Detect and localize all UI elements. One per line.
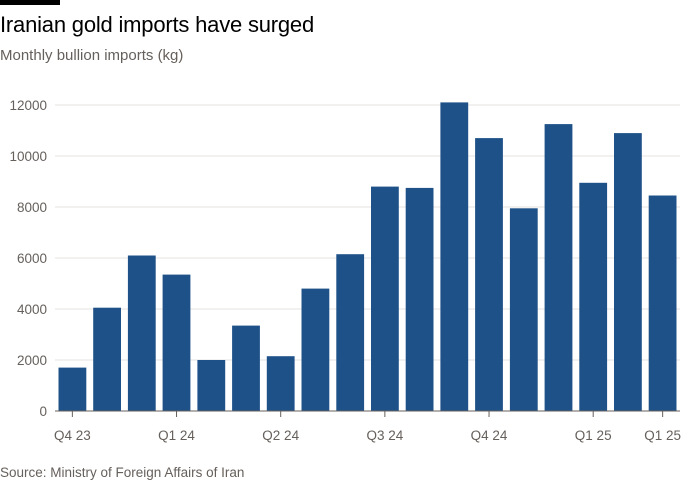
bar: [127, 255, 156, 411]
source-note: Source: Ministry of Foreign Affairs of I…: [0, 465, 245, 480]
bar: [579, 182, 608, 411]
bar: [371, 186, 399, 411]
y-tick-label: 12000: [9, 98, 47, 113]
x-tick-label: Q3 24: [366, 428, 403, 443]
x-tick-label: Q1 25: [575, 428, 612, 443]
x-tick-label: Q4 24: [471, 428, 508, 443]
bar: [544, 124, 573, 411]
grid-lines: [55, 104, 680, 361]
bar: [58, 367, 87, 411]
bar: [232, 325, 260, 411]
bar: [197, 360, 226, 411]
bar: [440, 102, 469, 412]
brand-bar: [0, 0, 60, 5]
bar: [475, 138, 503, 411]
chart-title: Iranian gold imports have surged: [0, 12, 315, 37]
bar: [614, 133, 642, 411]
bar: [509, 208, 538, 411]
x-tick-label: Q1 25: [644, 428, 681, 443]
bar: [405, 187, 434, 411]
x-tick-label: Q1 24: [158, 428, 195, 443]
bar-chart: 0 2000 4000 6000 8000 10000 12000 Q4 23 Q1 24 Q2…: [9, 98, 681, 443]
x-tick-label: Q4 23: [54, 428, 91, 443]
y-tick-label: 4000: [17, 302, 47, 317]
chart-subtitle: Monthly bullion imports (kg): [0, 47, 184, 64]
bar: [93, 307, 121, 411]
y-tick-label: 0: [39, 404, 47, 419]
bar: [162, 274, 191, 411]
y-tick-label: 10000: [9, 149, 47, 164]
bar: [266, 356, 295, 411]
y-tick-label: 2000: [17, 353, 47, 368]
y-tick-label: 8000: [17, 200, 47, 215]
x-tick-label: Q2 24: [262, 428, 299, 443]
y-axis-ticks: 0 2000 4000 6000 8000 10000 12000: [9, 98, 47, 419]
bars: [58, 102, 677, 412]
bar: [336, 254, 365, 411]
x-axis: Q4 23 Q1 24 Q2 24 Q3 24 Q4 24 Q1 25 Q1 25: [54, 410, 681, 443]
y-tick-label: 6000: [17, 251, 47, 266]
bar: [301, 288, 330, 411]
bar: [648, 195, 677, 411]
